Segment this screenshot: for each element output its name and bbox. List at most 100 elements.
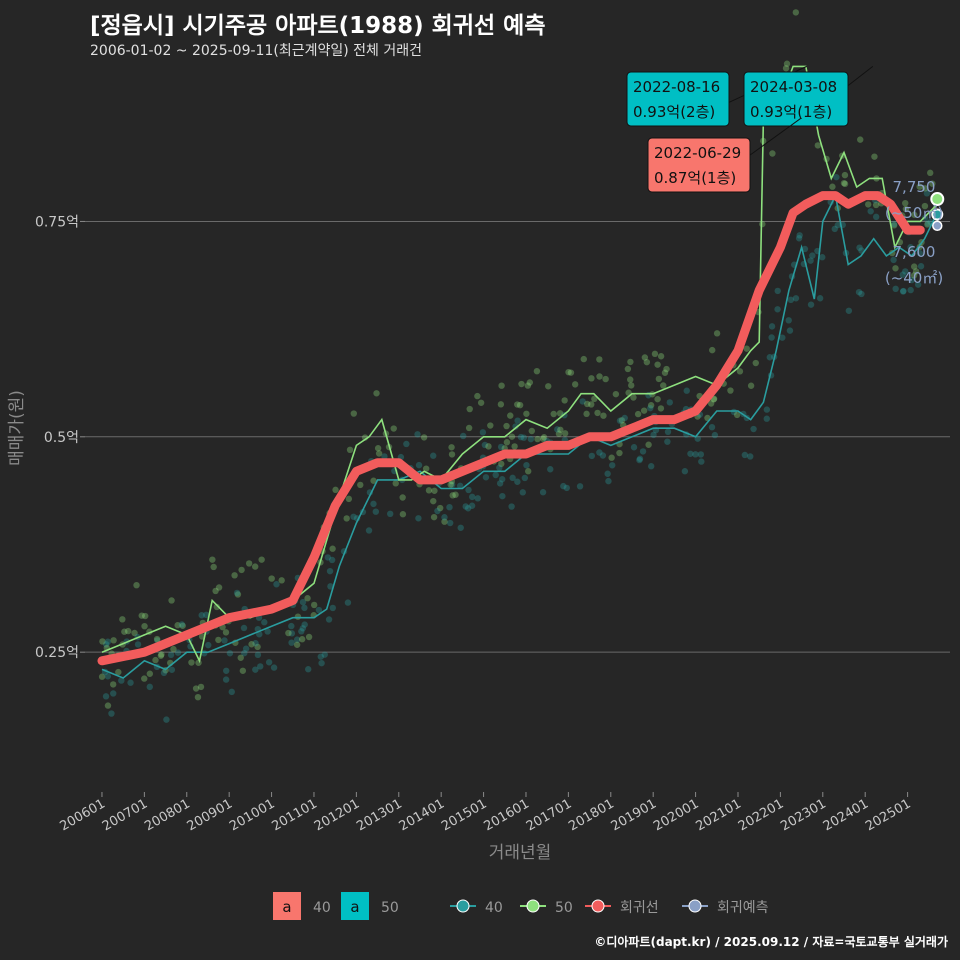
transaction-point: [512, 423, 519, 430]
transaction-point: [99, 638, 106, 645]
transaction-point: [141, 622, 148, 630]
transaction-point: [554, 426, 561, 433]
x-tick-label: 200901: [185, 796, 235, 834]
annotations: 2022-08-16 0.93억(2층) 2024-03-08 0.93억(1층) 20…: [626, 65, 874, 193]
x-tick-label: 201801: [566, 796, 616, 834]
transaction-point: [350, 410, 358, 417]
transaction-point: [238, 566, 245, 574]
transaction-point: [786, 327, 794, 334]
transaction-point: [588, 401, 595, 408]
forecast-point: [932, 220, 943, 232]
transaction-point: [212, 587, 219, 595]
transaction-point: [497, 443, 505, 451]
transaction-point: [496, 480, 504, 487]
transaction-point: [596, 449, 603, 456]
transaction-point: [857, 136, 864, 143]
transaction-point: [242, 645, 250, 652]
transaction-point: [666, 399, 673, 406]
transaction-point: [420, 434, 428, 441]
transaction-point: [499, 476, 506, 483]
transaction-point: [911, 263, 918, 270]
transaction-point: [763, 406, 771, 413]
transaction-point: [503, 422, 510, 430]
transaction-point: [474, 392, 481, 400]
transaction-point: [929, 180, 936, 187]
transaction-point: [386, 510, 394, 518]
transaction-point: [288, 639, 295, 646]
transaction-point: [373, 390, 380, 397]
legend: a 40 a 50 40 50 회귀선 회귀예측: [273, 892, 769, 920]
transaction-point: [890, 220, 898, 228]
transaction-point: [924, 220, 932, 227]
transaction-point: [787, 296, 795, 304]
transaction-point: [596, 356, 603, 363]
transaction-point: [921, 185, 929, 192]
transaction-point: [709, 346, 716, 354]
transaction-point: [657, 353, 665, 360]
transaction-point: [174, 622, 181, 629]
transaction-point: [892, 285, 899, 293]
transaction-point: [203, 611, 210, 619]
transaction-point: [561, 397, 568, 404]
transaction-point: [579, 398, 586, 405]
transaction-point: [257, 663, 264, 670]
transaction-point: [556, 410, 564, 417]
transaction-point: [608, 454, 615, 461]
transaction-point: [923, 190, 931, 197]
transaction-point: [524, 382, 532, 389]
transaction-point: [834, 221, 842, 229]
transaction-point: [298, 628, 305, 635]
transaction-point: [750, 425, 757, 433]
x-tick-label: 200801: [142, 796, 192, 834]
transaction-point: [833, 173, 840, 181]
transaction-point: [492, 471, 499, 479]
x-tick-label: 202001: [651, 796, 701, 834]
x-tick-label: 201701: [524, 796, 574, 834]
transaction-point: [346, 446, 354, 454]
transaction-point: [431, 487, 438, 494]
transaction-point: [215, 584, 223, 591]
transaction-point: [273, 581, 280, 588]
transaction-point: [528, 427, 536, 435]
transaction-point: [707, 400, 715, 407]
transaction-point: [588, 452, 596, 460]
transaction-point: [565, 368, 572, 376]
transaction-point: [661, 369, 669, 376]
transaction-point: [237, 654, 244, 661]
transaction-point: [457, 524, 464, 531]
transaction-point: [752, 359, 759, 367]
transaction-point: [466, 405, 473, 413]
transaction-point: [294, 613, 302, 620]
transaction-point: [102, 693, 110, 700]
transaction-point: [630, 394, 637, 401]
transaction-point: [499, 492, 506, 500]
transaction-point: [192, 685, 200, 692]
transaction-point: [240, 624, 248, 632]
grid-lines: [85, 220, 950, 653]
transaction-point: [477, 399, 485, 406]
transaction-point: [223, 667, 230, 674]
transaction-point: [434, 507, 441, 515]
transaction-point: [278, 577, 285, 584]
transaction-point: [245, 560, 253, 567]
transaction-point: [508, 503, 515, 510]
transaction-point: [687, 450, 694, 457]
transaction-point: [270, 664, 278, 671]
transaction-point: [890, 222, 898, 229]
transaction-point: [766, 354, 774, 361]
transaction-point: [599, 452, 607, 459]
transaction-point: [103, 641, 110, 648]
transaction-point: [197, 683, 205, 691]
transaction-point: [241, 649, 248, 657]
transaction-point: [914, 281, 922, 288]
transaction-point: [448, 444, 455, 451]
transaction-point: [460, 432, 467, 440]
transaction-point: [921, 202, 929, 210]
transaction-point: [141, 675, 148, 682]
transaction-point: [563, 484, 570, 492]
transaction-point: [121, 628, 128, 635]
transaction-point: [616, 449, 623, 457]
transaction-point: [446, 519, 454, 527]
transaction-point: [158, 651, 165, 658]
transaction-point: [769, 150, 776, 157]
